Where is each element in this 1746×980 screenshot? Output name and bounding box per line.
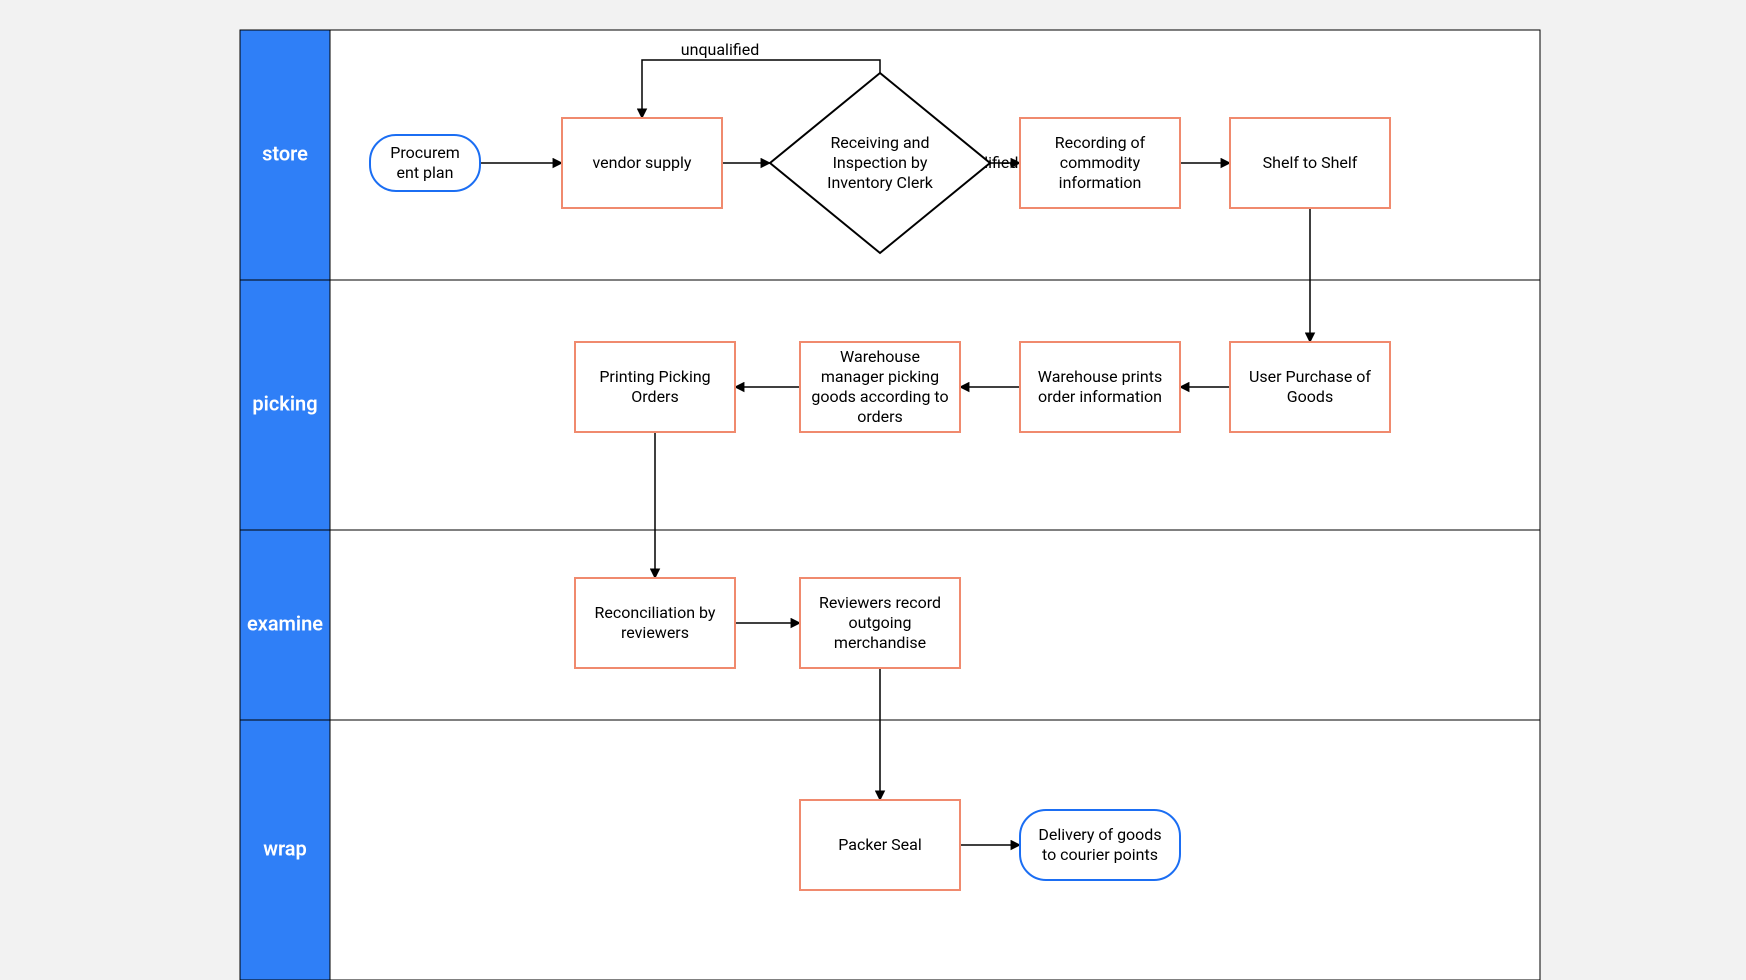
node-label-inspection: Receiving and Inspection by Inventory Cl…	[810, 105, 951, 220]
lane-label-store: store	[262, 141, 308, 165]
node-label-packer: Packer Seal	[806, 804, 954, 886]
node-label-procurement: Procurem ent plan	[376, 139, 474, 187]
node-label-recording: Recording of commodity information	[1026, 122, 1174, 204]
node-label-delivery: Delivery of goods to courier points	[1026, 814, 1174, 876]
node-label-shelf: Shelf to Shelf	[1236, 122, 1384, 204]
edge-label: unqualified	[681, 40, 759, 59]
lane-label-wrap: wrap	[263, 836, 307, 860]
node-label-recordout: Reviewers record outgoing merchandise	[806, 582, 954, 664]
node-label-managerpick: Warehouse manager picking goods accordin…	[806, 346, 954, 428]
node-label-vendor: vendor supply	[568, 122, 716, 204]
node-label-userpurchase: User Purchase of Goods	[1236, 346, 1384, 428]
lane-label-picking: picking	[252, 391, 317, 415]
diagram-canvas: storepickingexaminewrapqualifiedunqualif…	[0, 0, 1746, 980]
node-label-reconcile: Reconciliation by reviewers	[581, 582, 729, 664]
lane-label-examine: examine	[247, 611, 323, 635]
node-label-printsorder: Warehouse prints order information	[1026, 346, 1174, 428]
node-label-printpick: Printing Picking Orders	[581, 346, 729, 428]
